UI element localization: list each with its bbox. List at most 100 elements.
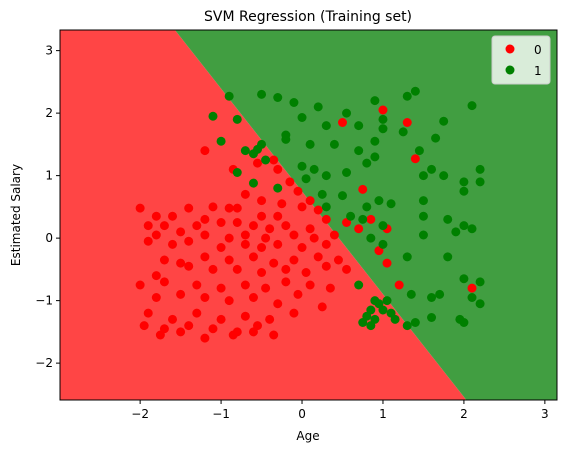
- point-class-1: [346, 211, 356, 221]
- y-axis: −2 −1 0 1 2 3: [35, 44, 60, 370]
- point-class-0: [200, 146, 210, 156]
- point-class-0: [139, 321, 149, 331]
- point-class-1: [378, 239, 388, 249]
- point-class-0: [281, 277, 291, 287]
- point-class-1: [378, 221, 388, 231]
- point-class-0: [378, 105, 388, 115]
- y-tick-label: 1: [45, 169, 53, 183]
- point-class-1: [406, 289, 416, 299]
- point-class-1: [374, 196, 384, 206]
- x-axis-label: Age: [296, 429, 319, 443]
- point-class-1: [435, 289, 445, 299]
- point-class-0: [366, 214, 376, 224]
- x-axis: −2 −1 0 1 2 3: [131, 400, 549, 421]
- point-class-1: [402, 91, 412, 101]
- point-class-0: [297, 243, 307, 252]
- point-class-0: [240, 189, 250, 199]
- x-tick-label: 3: [541, 407, 549, 421]
- point-class-1: [418, 171, 428, 181]
- point-class-1: [309, 164, 319, 174]
- point-class-1: [313, 102, 323, 112]
- point-class-1: [418, 230, 428, 240]
- point-class-0: [200, 252, 210, 262]
- point-class-0: [265, 224, 275, 234]
- point-class-1: [467, 293, 477, 302]
- point-class-0: [240, 239, 250, 249]
- point-class-1: [439, 116, 449, 126]
- point-class-1: [427, 164, 437, 174]
- point-class-1: [390, 314, 400, 324]
- region-class-1: [174, 30, 557, 400]
- point-class-0: [309, 233, 319, 243]
- point-class-0: [293, 289, 303, 299]
- point-class-1: [362, 202, 372, 212]
- point-class-1: [281, 130, 291, 140]
- legend-label-1: 1: [534, 64, 542, 78]
- point-class-1: [358, 214, 368, 224]
- point-class-0: [354, 224, 364, 234]
- point-class-1: [475, 177, 485, 187]
- point-class-1: [317, 189, 327, 199]
- point-class-1: [321, 171, 331, 181]
- point-class-0: [257, 211, 267, 221]
- point-class-1: [253, 144, 263, 154]
- point-class-0: [176, 227, 186, 237]
- point-class-1: [459, 318, 469, 327]
- point-class-1: [354, 146, 364, 156]
- chart-title: SVM Regression (Training set): [204, 9, 412, 25]
- point-class-0: [176, 289, 186, 299]
- point-class-1: [386, 199, 396, 209]
- point-class-1: [370, 152, 380, 162]
- point-class-0: [467, 283, 477, 293]
- point-class-1: [366, 305, 376, 315]
- decision-regions: [60, 30, 557, 400]
- point-class-1: [443, 214, 453, 224]
- point-class-0: [151, 211, 161, 221]
- point-class-0: [143, 308, 153, 318]
- point-class-0: [232, 218, 242, 227]
- point-class-0: [289, 230, 299, 240]
- point-class-0: [151, 230, 161, 240]
- y-tick-label: 0: [45, 231, 53, 245]
- point-class-0: [248, 252, 258, 262]
- point-class-0: [155, 330, 165, 340]
- point-class-1: [370, 96, 380, 106]
- point-class-1: [370, 136, 380, 146]
- point-class-0: [293, 186, 303, 196]
- point-class-0: [184, 261, 194, 271]
- point-class-0: [321, 239, 331, 249]
- point-class-0: [305, 196, 315, 206]
- point-class-0: [410, 154, 420, 164]
- point-class-0: [402, 118, 412, 127]
- point-class-1: [273, 93, 283, 102]
- point-class-1: [402, 252, 412, 262]
- point-class-0: [382, 258, 392, 268]
- point-class-0: [248, 221, 258, 231]
- point-class-0: [257, 268, 267, 277]
- point-class-0: [248, 293, 258, 302]
- point-class-1: [289, 98, 299, 107]
- point-class-1: [414, 146, 424, 156]
- legend: 0 1: [491, 35, 551, 85]
- point-class-1: [224, 91, 234, 101]
- point-class-1: [362, 158, 372, 168]
- point-class-1: [354, 280, 364, 290]
- point-class-0: [168, 211, 178, 221]
- point-class-0: [297, 202, 307, 212]
- point-class-0: [358, 184, 368, 194]
- plot-frame: [59, 29, 558, 401]
- point-class-0: [151, 293, 161, 302]
- point-class-0: [216, 283, 226, 293]
- point-class-0: [253, 158, 263, 168]
- point-class-0: [301, 268, 311, 277]
- point-class-1: [431, 133, 441, 143]
- legend-marker-1: [505, 65, 515, 75]
- point-class-0: [240, 230, 250, 240]
- point-class-1: [208, 111, 218, 121]
- point-class-1: [459, 221, 469, 231]
- point-class-1: [443, 252, 453, 262]
- point-class-0: [305, 280, 315, 290]
- y-tick-label: −2: [35, 356, 53, 370]
- point-class-1: [342, 168, 352, 177]
